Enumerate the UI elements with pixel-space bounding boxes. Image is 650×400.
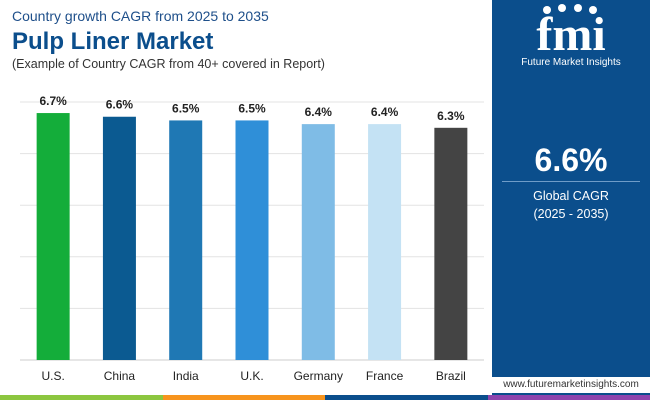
data-label: 6.5% (172, 101, 200, 115)
category-label: France (366, 369, 404, 383)
bar-us (36, 113, 70, 360)
logo-dot-icon (558, 4, 566, 12)
bar-germany (301, 124, 335, 360)
category-label: Germany (294, 369, 343, 383)
data-label: 6.6% (106, 98, 134, 112)
bar-chart: 6.7% U.S. 6.6% China 6.5% India 6.5% U.K. 6.4% Ge… (20, 94, 484, 383)
global-cagr-value: 6.6% (534, 142, 608, 178)
footer-segment-purple (487, 395, 650, 400)
footer-segment-blue (325, 395, 488, 400)
logo-dot-icon (574, 4, 582, 12)
global-cagr-range: (2025 - 2035) (533, 207, 609, 221)
data-label: 6.3% (437, 109, 465, 123)
chart-header: Country growth CAGR from 2025 to 2035 Pu… (0, 0, 492, 90)
footer-segment-green (0, 395, 163, 400)
sidebar: fmi Future Market Insights 6.6% Global C… (492, 0, 650, 400)
stat-divider (502, 181, 640, 182)
logo-text: Future Market Insights (521, 57, 621, 68)
bar-china (102, 116, 136, 360)
data-label: 6.5% (238, 101, 266, 115)
bar-brazil (434, 127, 468, 360)
data-label: 6.4% (305, 105, 333, 119)
category-label: Brazil (436, 369, 466, 383)
global-cagr-label: Global CAGR (533, 189, 609, 203)
bar-uk (235, 120, 269, 360)
footer-segment-orange (162, 395, 325, 400)
website-link[interactable]: www.futuremarketinsights.com (492, 377, 650, 393)
category-label: India (173, 369, 199, 383)
bar-france (368, 124, 402, 360)
footer-color-bar (0, 395, 650, 400)
category-label: U.K. (240, 369, 263, 383)
chart-subtitle: Country growth CAGR from 2025 to 2035 (12, 8, 269, 24)
data-label: 6.4% (371, 105, 399, 119)
logo-letters: fmi (536, 8, 605, 58)
category-label: U.S. (41, 369, 64, 383)
category-label: China (104, 369, 136, 383)
logo-graphic: fmi (536, 4, 606, 61)
data-label: 6.7% (39, 94, 67, 108)
logo-dot-icon (543, 6, 551, 14)
logo-dot-icon (589, 6, 597, 14)
chart-note: (Example of Country CAGR from 40+ covere… (12, 57, 325, 71)
fmi-logo: fmi Future Market Insights (492, 0, 650, 80)
chart-title: Pulp Liner Market (12, 28, 214, 55)
bar-india (169, 120, 203, 360)
